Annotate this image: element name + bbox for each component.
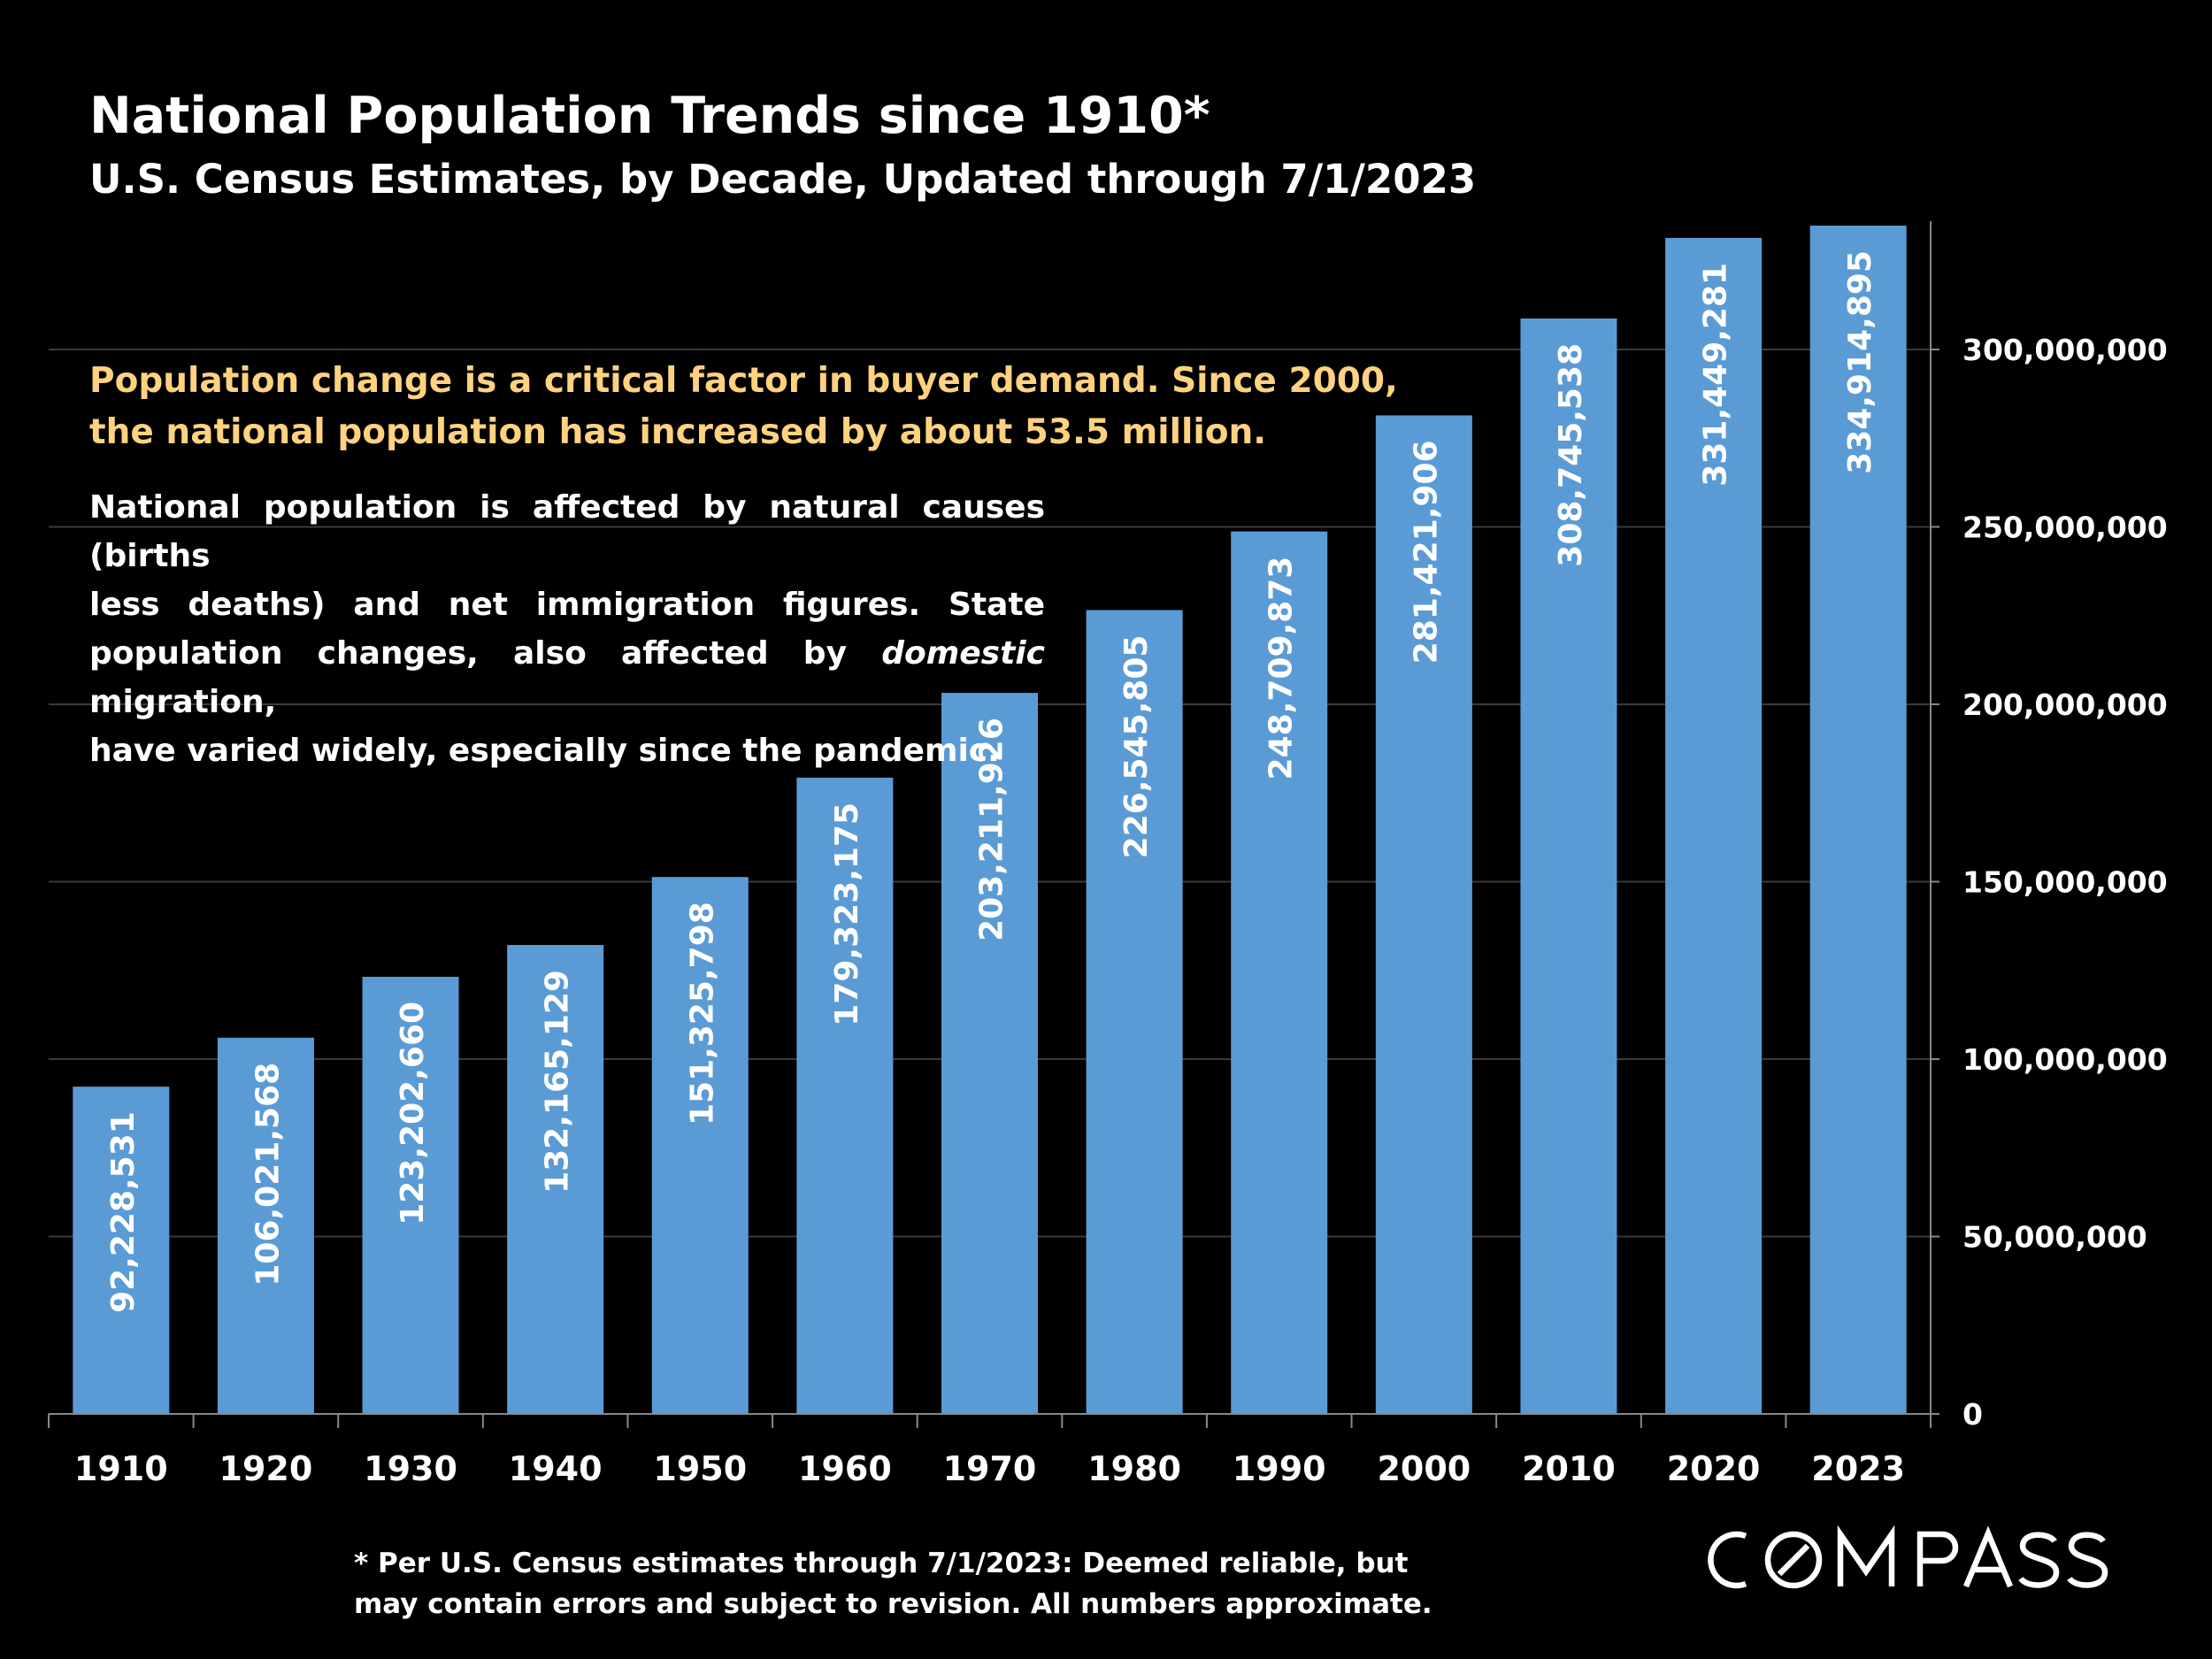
bar-1940 [507,945,604,1414]
data-label-1920: 106,021,568 [250,1063,286,1286]
bar-1950 [651,877,749,1414]
bar-2000 [1375,415,1472,1414]
y-tick-label: 0 [1962,1397,1983,1432]
bar-1930 [362,976,459,1414]
data-label-1910: 92,228,531 [105,1111,142,1313]
x-tick-label-1980: 1980 [1087,1449,1181,1488]
bar-1970 [941,693,1038,1414]
bar-1980 [1086,610,1183,1414]
footnote: * Per U.S. Census estimates through 7/1/… [354,1543,1432,1624]
callout-line-2: the national population has increased by… [89,412,1267,452]
data-label-2020: 331,449,281 [1698,263,1734,487]
data-label-2010: 308,745,538 [1553,343,1589,567]
y-tick-label: 150,000,000 [1962,865,2168,900]
x-tick-label-2010: 2010 [1522,1449,1616,1488]
bar-2010 [1520,318,1617,1414]
bar-2023 [1809,225,1907,1415]
compass-logo: COMPASS [1703,1520,2115,1600]
chart-subtitle: U.S. Census Estimates, by Decade, Update… [89,156,1477,203]
x-tick-label-1990: 1990 [1233,1449,1326,1488]
x-tick-label-1970: 1970 [943,1449,1037,1488]
key-insight-callout: Population change is a critical factor i… [89,356,1398,458]
x-tick-label-2000: 2000 [1377,1449,1471,1488]
axes: 0 50,000,000 100,000,000 150,000,000 200,000… [48,221,2168,1488]
description-paragraph: National population is affected by natur… [89,483,1045,775]
bar-1910 [73,1087,170,1414]
data-label-1950: 151,325,798 [684,902,720,1125]
description-line-3-end: migration, [89,684,277,720]
description-emphasis: domestic [881,635,1045,672]
y-tick-label: 300,000,000 [1962,333,2168,367]
bar-2020 [1665,237,1763,1414]
data-label-2000: 281,421,906 [1408,440,1444,664]
compass-logo-mark [1708,1525,2108,1589]
x-tick-label-1950: 1950 [653,1449,747,1488]
y-tick-label: 250,000,000 [1962,511,2168,545]
x-tick-label-1940: 1940 [509,1449,603,1488]
bar-1960 [796,777,894,1414]
x-tick-label-1910: 1910 [74,1449,168,1488]
data-label-1940: 132,165,129 [540,970,576,1194]
footnote-line-1: * Per U.S. Census estimates through 7/1/… [354,1548,1409,1579]
data-label-2023: 334,914,895 [1842,250,1878,474]
x-tick-label-1960: 1960 [798,1449,892,1488]
y-tick-label: 200,000,000 [1962,687,2168,722]
bar-1920 [217,1037,314,1414]
x-tick-label-1930: 1930 [364,1449,457,1488]
footnote-line-2: may contain errors and subject to revisi… [354,1588,1432,1620]
data-label-1970: 203,211,926 [974,718,1010,941]
y-tick-label: 50,000,000 [1962,1220,2147,1255]
data-label-1980: 226,545,805 [1118,635,1155,859]
description-line-1: National population is affected by natur… [89,489,1045,574]
callout-line-1: Population change is a critical factor i… [89,361,1398,401]
bar-1990 [1231,531,1328,1414]
y-tick-label: 100,000,000 [1962,1042,2168,1077]
data-label-1990: 248,709,873 [1263,557,1300,780]
chart-title: National Population Trends since 1910* [89,87,1210,145]
x-tick-label-2023: 2023 [1811,1449,1905,1488]
description-line-3: population changes, also affected by dom… [89,629,1045,726]
description-line-4: have varied widely, especially since the… [89,733,1000,769]
data-label-1960: 179,323,175 [829,803,865,1026]
description-line-3-start: population changes, also affected by [89,635,882,672]
data-label-1930: 123,202,660 [395,1002,431,1225]
x-tick-label-2020: 2020 [1667,1449,1761,1488]
x-tick-label-1920: 1920 [219,1449,313,1488]
bars: 92,228,531 106,021,568 123,202,660 132,165,… [73,225,1907,1415]
description-line-2: less deaths) and net immigration figures… [89,587,1045,623]
